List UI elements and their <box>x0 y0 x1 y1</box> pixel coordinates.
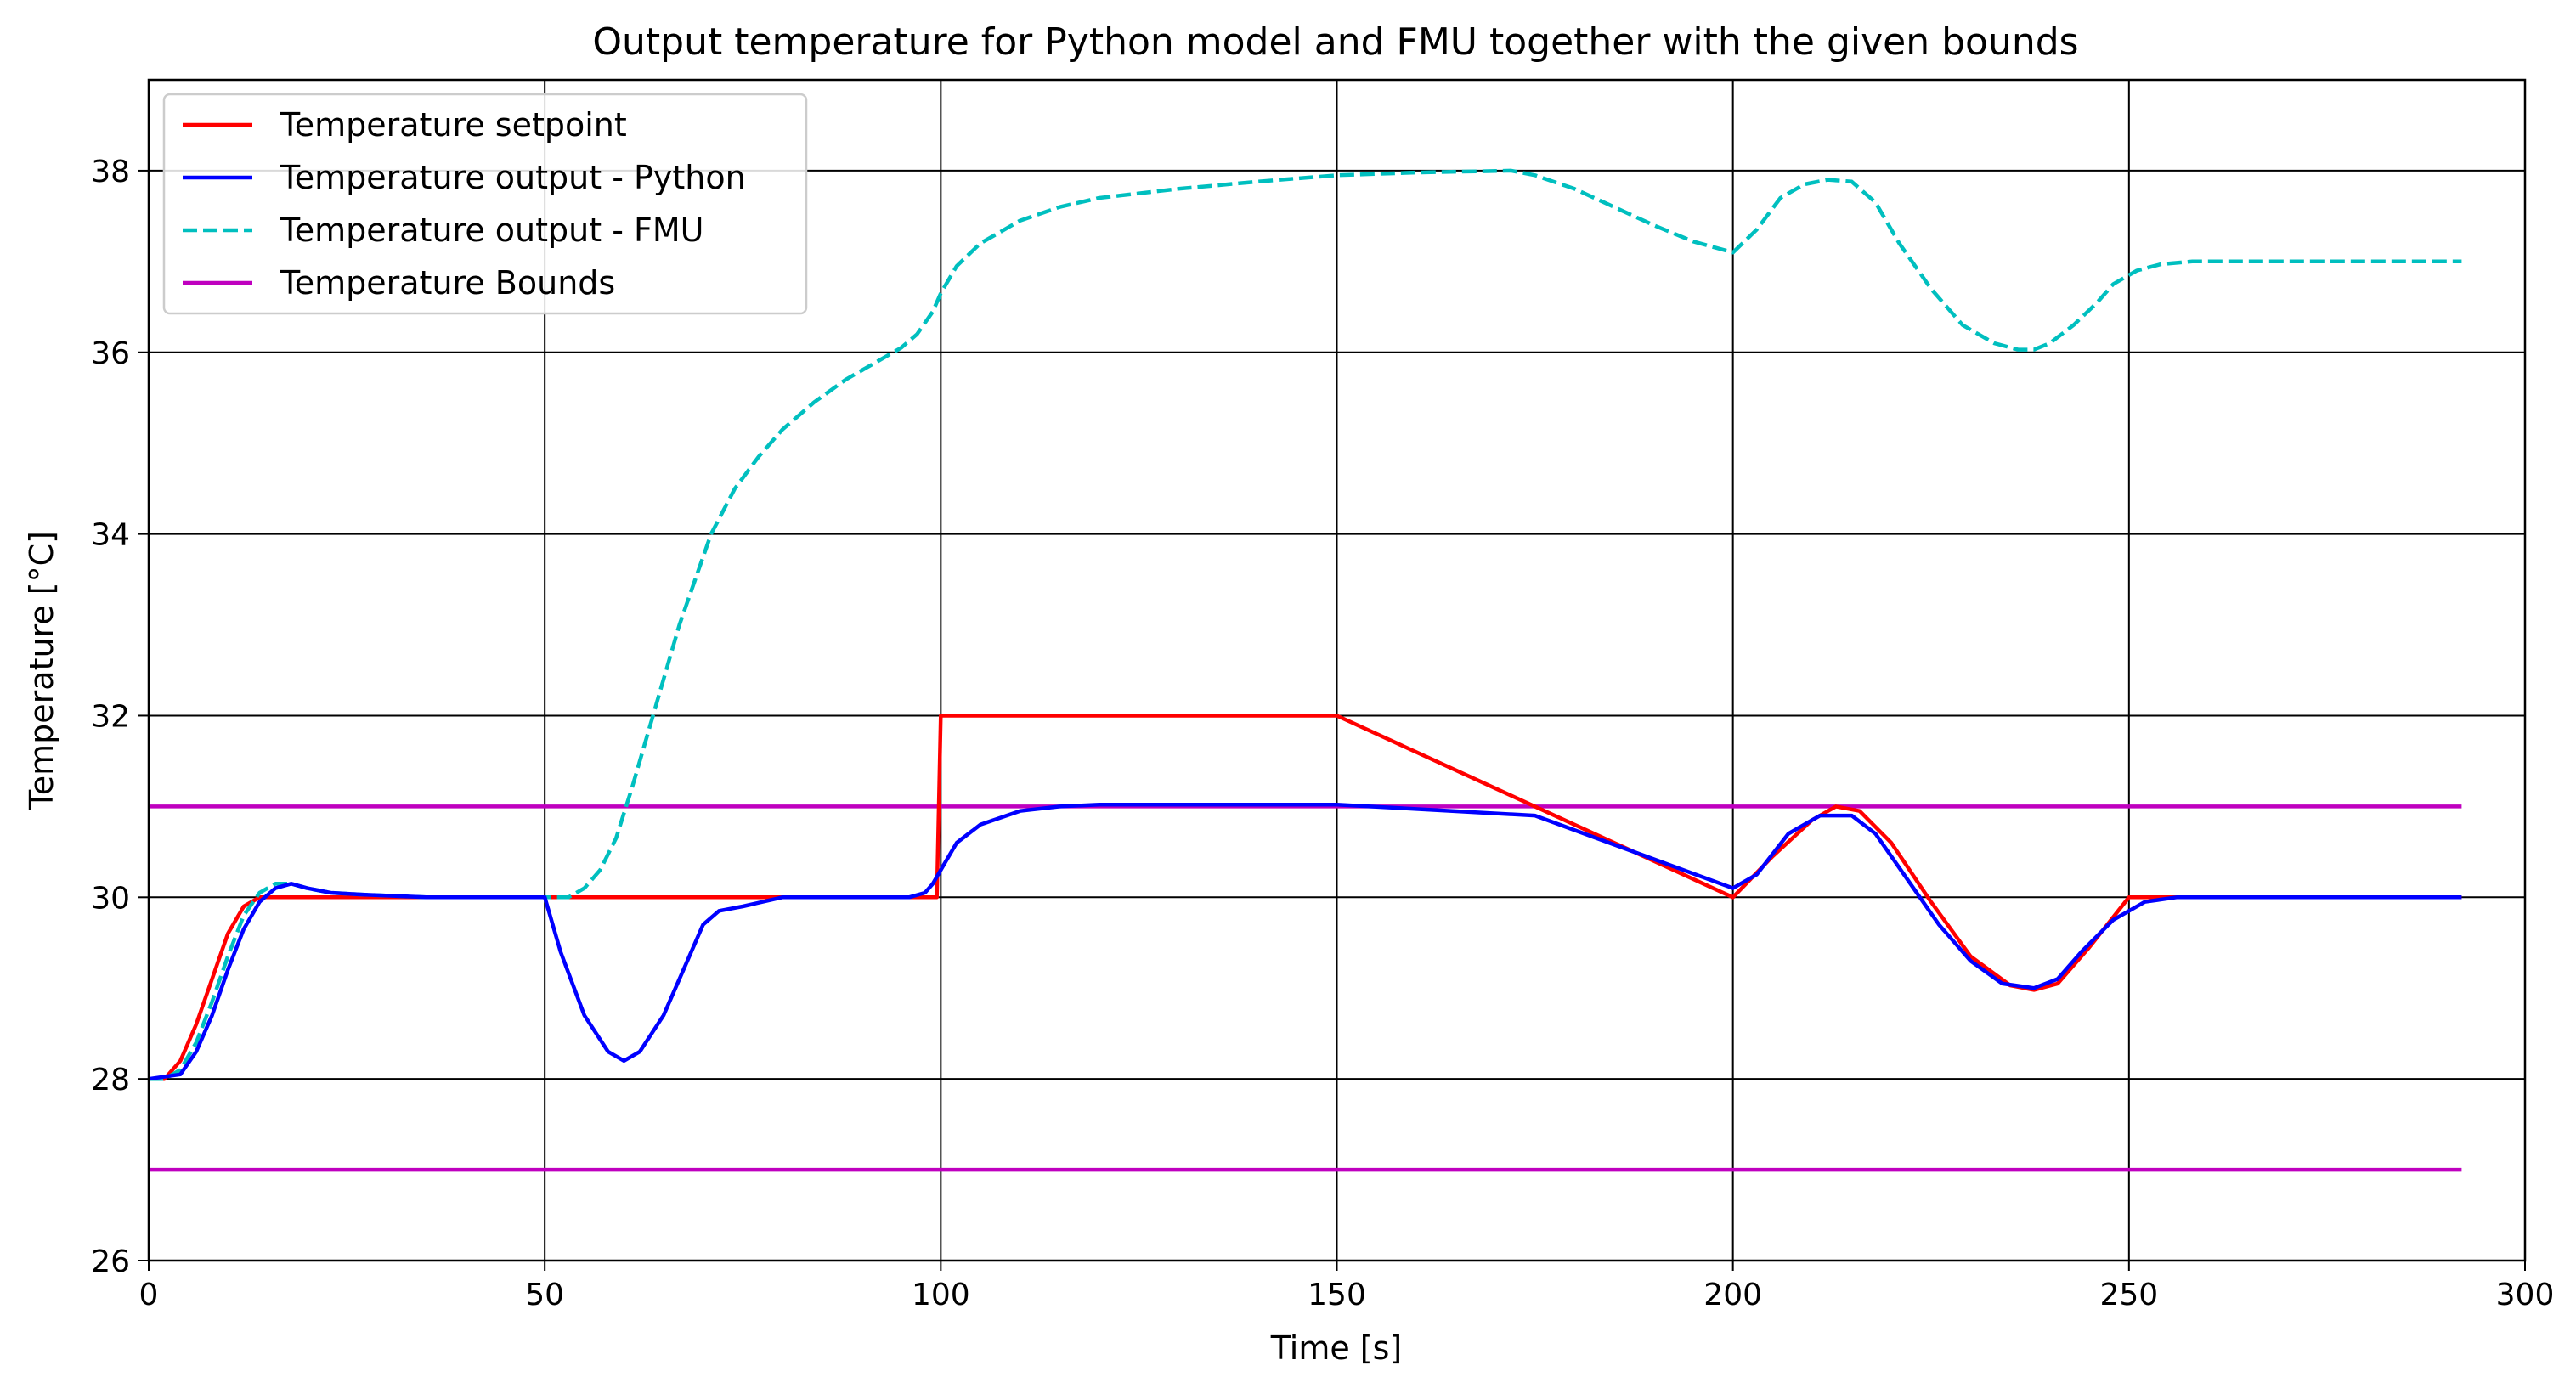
legend-box <box>162 93 808 315</box>
y-axis-label: Temperature [°C] <box>23 531 60 810</box>
x-tick-label: 150 <box>1308 1278 1366 1312</box>
y-tick-label: 32 <box>91 699 130 734</box>
x-tick-label: 200 <box>1703 1278 1762 1312</box>
series-layer <box>148 168 2462 1172</box>
series-line-1 <box>148 802 2462 1081</box>
ticks: 0 50 100 150 200 250 300 26 28 30 32 34 36 38 <box>91 155 2554 1312</box>
y-tick-label: 26 <box>91 1244 130 1279</box>
legend-label: Temperature setpoint <box>280 106 627 144</box>
x-axis-label: Time [s] <box>1270 1329 1403 1367</box>
x-tick-label: 300 <box>2496 1278 2555 1312</box>
y-tick-label: 30 <box>91 881 130 916</box>
legend: Temperature setpoint Temperature output -… <box>162 93 808 315</box>
x-tick-label: 50 <box>525 1278 564 1312</box>
legend-label: Temperature output - Python <box>280 159 746 196</box>
legend-label: Temperature output - FMU <box>280 212 703 249</box>
legend-label: Temperature Bounds <box>280 264 615 302</box>
x-tick-label: 100 <box>912 1278 970 1312</box>
y-tick-label: 36 <box>91 336 130 371</box>
y-tick-label: 34 <box>91 518 130 553</box>
x-tick-label: 0 <box>139 1278 159 1312</box>
y-tick-label: 28 <box>91 1063 130 1097</box>
y-tick-label: 38 <box>91 155 130 189</box>
x-tick-label: 250 <box>2099 1278 2158 1312</box>
chart-title: Output temperature for Python model and … <box>592 20 2078 64</box>
